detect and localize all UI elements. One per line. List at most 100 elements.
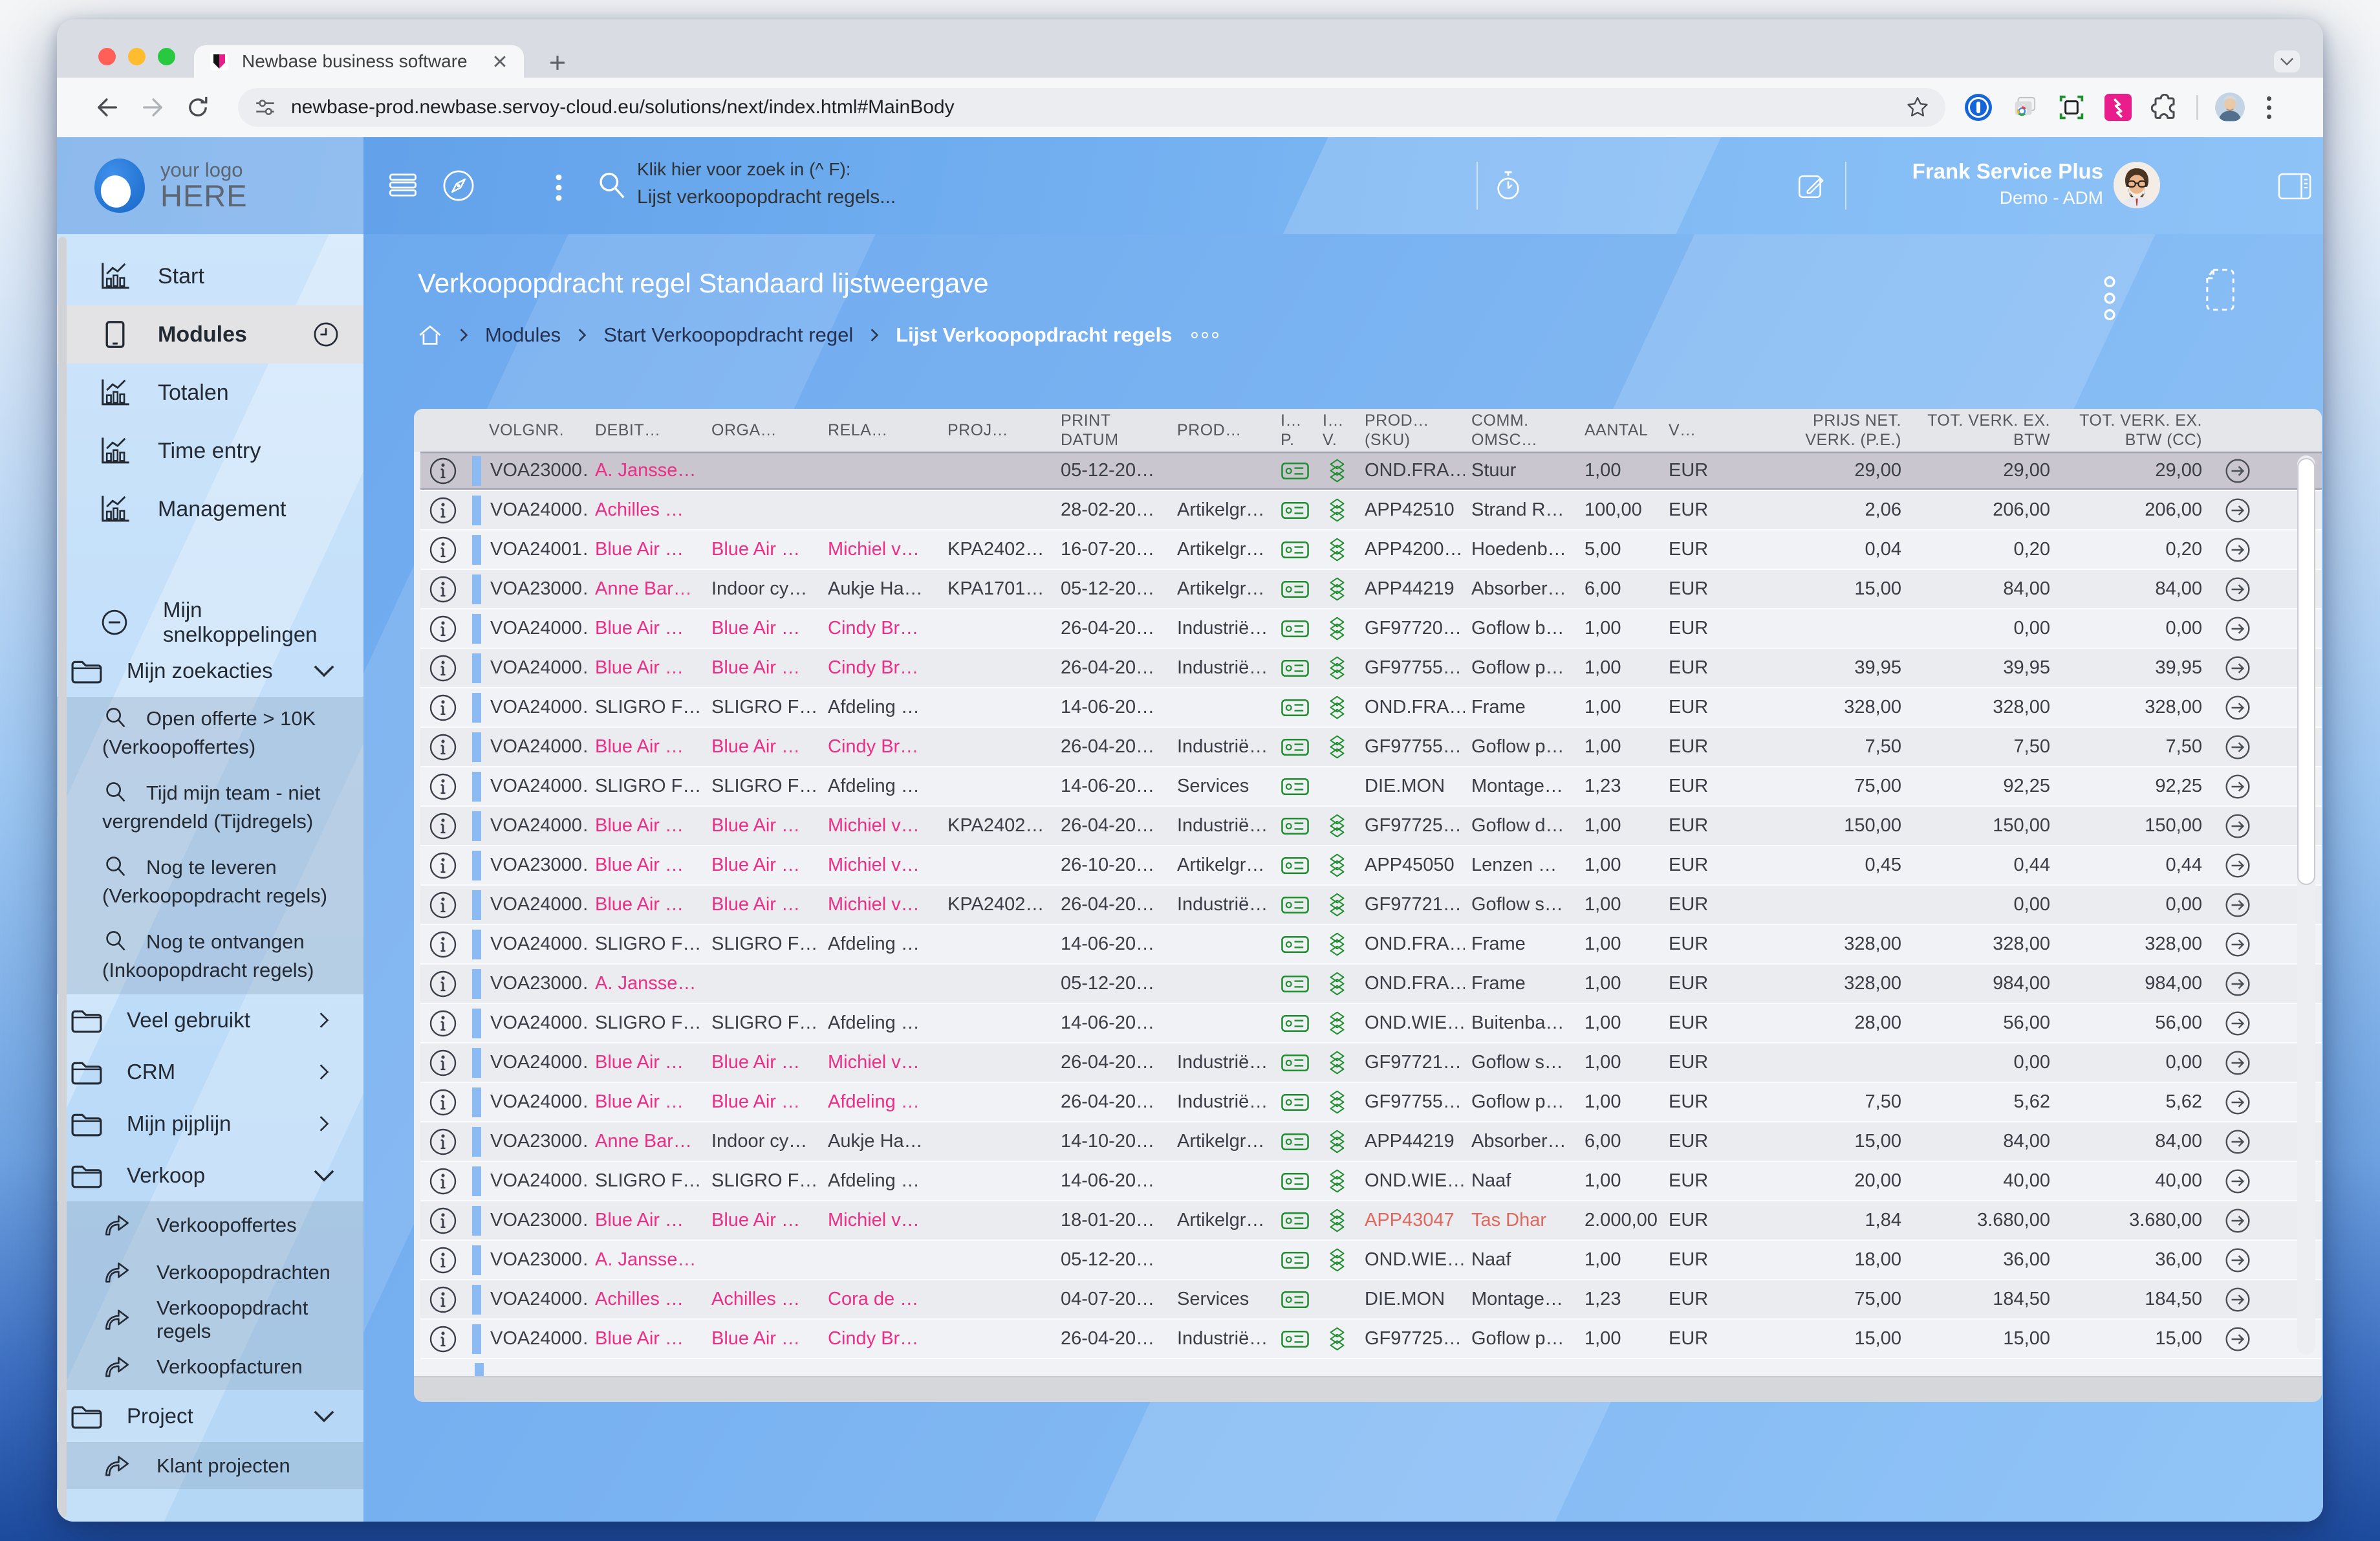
row-info[interactable]: [420, 1049, 466, 1077]
cell-debiteur-text[interactable]: Anne Bar…: [595, 578, 692, 600]
cell-relatie[interactable]: Michiel v…: [821, 894, 941, 915]
cell-ip[interactable]: [1274, 774, 1316, 800]
row-open[interactable]: [2209, 576, 2267, 603]
open-record-arrow-icon[interactable]: [2224, 813, 2251, 840]
table-row[interactable]: VOA24000…Achilles …28-02-20…Artikelgr…AP…: [420, 491, 2322, 530]
cell-debiteur-text[interactable]: A. Jansse…: [595, 460, 696, 481]
row-info[interactable]: [420, 654, 466, 683]
cell-organisatie[interactable]: Blue Air …: [705, 539, 821, 560]
row-info[interactable]: [420, 615, 466, 643]
info-icon[interactable]: [429, 1049, 457, 1077]
column-header-cur[interactable]: V…: [1662, 409, 1759, 452]
open-record-arrow-icon[interactable]: [2224, 1010, 2251, 1037]
table-row[interactable]: VOA23000…A. Jansse…05-12-20…OND.FRA…Fram…: [420, 965, 2322, 1004]
info-icon[interactable]: [429, 930, 457, 959]
cell-ip[interactable]: [1274, 1089, 1316, 1115]
row-open[interactable]: [2209, 1168, 2267, 1195]
open-record-arrow-icon[interactable]: [2224, 1207, 2251, 1234]
cell-organisatie-text[interactable]: Blue Air …: [711, 894, 800, 915]
open-record-arrow-icon[interactable]: [2224, 773, 2251, 800]
sidebar-item-open-offerte-10k-verkoopoffertes-[interactable]: Open offerte > 10K (Verkoopoffertes): [57, 697, 363, 771]
table-row[interactable]: VOA24000…Blue Air …Blue Air …Cindy Br…26…: [420, 728, 2322, 767]
column-header-arrow[interactable]: [2209, 409, 2267, 452]
cell-debiteur-text[interactable]: A. Jansse…: [595, 973, 696, 994]
cell-debiteur-text[interactable]: Blue Air …: [595, 855, 684, 876]
table-row[interactable]: VOA24000…Blue Air …Blue Air …Afdeling …2…: [420, 1083, 2322, 1122]
cell-organisatie[interactable]: Blue Air …: [705, 736, 821, 758]
cell-iv[interactable]: [1316, 695, 1358, 721]
sidebar-group-mijn-pijplijn[interactable]: Mijn pijplijn: [57, 1098, 363, 1150]
cell-relatie[interactable]: Cindy Br…: [821, 736, 941, 758]
sidebar-group-project[interactable]: Project: [57, 1390, 363, 1442]
cell-organisatie[interactable]: Blue Air …: [705, 657, 821, 679]
open-record-arrow-icon[interactable]: [2224, 1286, 2251, 1313]
column-header-qty[interactable]: AANTAL: [1578, 409, 1662, 452]
row-open[interactable]: [2209, 536, 2267, 563]
cell-iv[interactable]: [1316, 1089, 1358, 1115]
sidebar-item-totalen[interactable]: Totalen: [57, 364, 363, 422]
table-horizontal-scroll-area[interactable]: [414, 1376, 2322, 1402]
cell-debiteur[interactable]: Blue Air …: [589, 894, 705, 915]
row-info[interactable]: [420, 970, 466, 998]
cell-relatie-text[interactable]: Cindy Br…: [828, 657, 918, 679]
breadcrumb-start-verkoopopdracht-regel[interactable]: Start Verkoopopdracht regel: [603, 323, 853, 347]
url-bar[interactable]: newbase-prod.newbase.servoy-cloud.eu/sol…: [238, 88, 1945, 127]
cell-relatie-text[interactable]: Cindy Br…: [828, 1328, 918, 1350]
compass-icon[interactable]: [441, 168, 476, 203]
cell-debiteur[interactable]: Blue Air …: [589, 1328, 705, 1350]
cell-debiteur-text[interactable]: Blue Air …: [595, 618, 684, 639]
open-record-arrow-icon[interactable]: [2224, 1326, 2251, 1353]
info-icon[interactable]: [429, 1246, 457, 1274]
open-record-arrow-icon[interactable]: [2224, 1089, 2251, 1116]
cell-debiteur-text[interactable]: Blue Air …: [595, 815, 684, 836]
cell-relatie-text[interactable]: Afdeling …: [828, 1091, 920, 1113]
table-row[interactable]: VOA24000…SLIGRO F…SLIGRO F…Afdeling …14-…: [420, 925, 2322, 965]
row-open[interactable]: [2209, 694, 2267, 721]
cell-ip[interactable]: [1274, 1129, 1316, 1155]
cell-iv[interactable]: [1316, 853, 1358, 879]
cell-debiteur-text[interactable]: Blue Air …: [595, 736, 684, 758]
row-open[interactable]: [2209, 1207, 2267, 1234]
cell-iv[interactable]: [1316, 1050, 1358, 1076]
user-avatar[interactable]: [2114, 162, 2160, 208]
cell-ip[interactable]: [1274, 576, 1316, 602]
cell-debiteur[interactable]: Blue Air …: [589, 539, 705, 560]
open-record-arrow-icon[interactable]: [2224, 694, 2251, 721]
cell-organisatie-text[interactable]: Blue Air …: [711, 855, 800, 876]
cell-relatie-text[interactable]: Cora de …: [828, 1289, 918, 1310]
cell-iv[interactable]: [1316, 576, 1358, 602]
cell-iv[interactable]: [1316, 497, 1358, 523]
info-icon[interactable]: [429, 970, 457, 998]
tab-search-chevron-icon[interactable]: [2274, 50, 2300, 72]
sidebar-scrollbar[interactable]: [58, 237, 67, 1518]
cell-relatie-text[interactable]: Michiel v…: [828, 1210, 920, 1231]
info-icon[interactable]: [429, 496, 457, 525]
row-info[interactable]: [420, 1167, 466, 1196]
sidebar-item-klant-projecten[interactable]: Klant projecten: [57, 1442, 363, 1489]
row-info[interactable]: [420, 1285, 466, 1314]
close-window-button[interactable]: [98, 48, 116, 65]
cell-relatie-text[interactable]: Cindy Br…: [828, 736, 918, 758]
sidebar-item-start[interactable]: Start: [57, 247, 363, 305]
column-header-rela[interactable]: RELA…: [821, 409, 941, 452]
row-open[interactable]: [2209, 931, 2267, 958]
row-open[interactable]: [2209, 1010, 2267, 1037]
sidebar-item-verkoopopdracht-regels[interactable]: Verkoopopdracht regels: [57, 1296, 363, 1343]
cell-iv[interactable]: [1316, 458, 1358, 484]
cell-relatie-text[interactable]: Michiel v…: [828, 894, 920, 915]
row-info[interactable]: [420, 1325, 466, 1353]
cell-organisatie-text[interactable]: Blue Air …: [711, 618, 800, 639]
cell-debiteur[interactable]: Blue Air …: [589, 1052, 705, 1073]
column-header-debit[interactable]: DEBIT…: [589, 409, 705, 452]
cell-iv[interactable]: [1316, 1129, 1358, 1155]
cell-relatie[interactable]: Michiel v…: [821, 539, 941, 560]
cell-organisatie[interactable]: Achilles …: [705, 1289, 821, 1310]
cell-relatie-text[interactable]: Michiel v…: [828, 855, 920, 876]
cell-relatie[interactable]: Michiel v…: [821, 855, 941, 876]
cell-iv[interactable]: [1316, 1247, 1358, 1273]
row-open[interactable]: [2209, 1286, 2267, 1313]
more-options-icon[interactable]: [555, 173, 563, 202]
panel-layout-icon[interactable]: [2277, 172, 2313, 201]
cell-organisatie-text[interactable]: Blue Air …: [711, 1091, 800, 1113]
column-header-totalcc[interactable]: TOT. VERK. EX.BTW (CC): [2057, 409, 2209, 452]
